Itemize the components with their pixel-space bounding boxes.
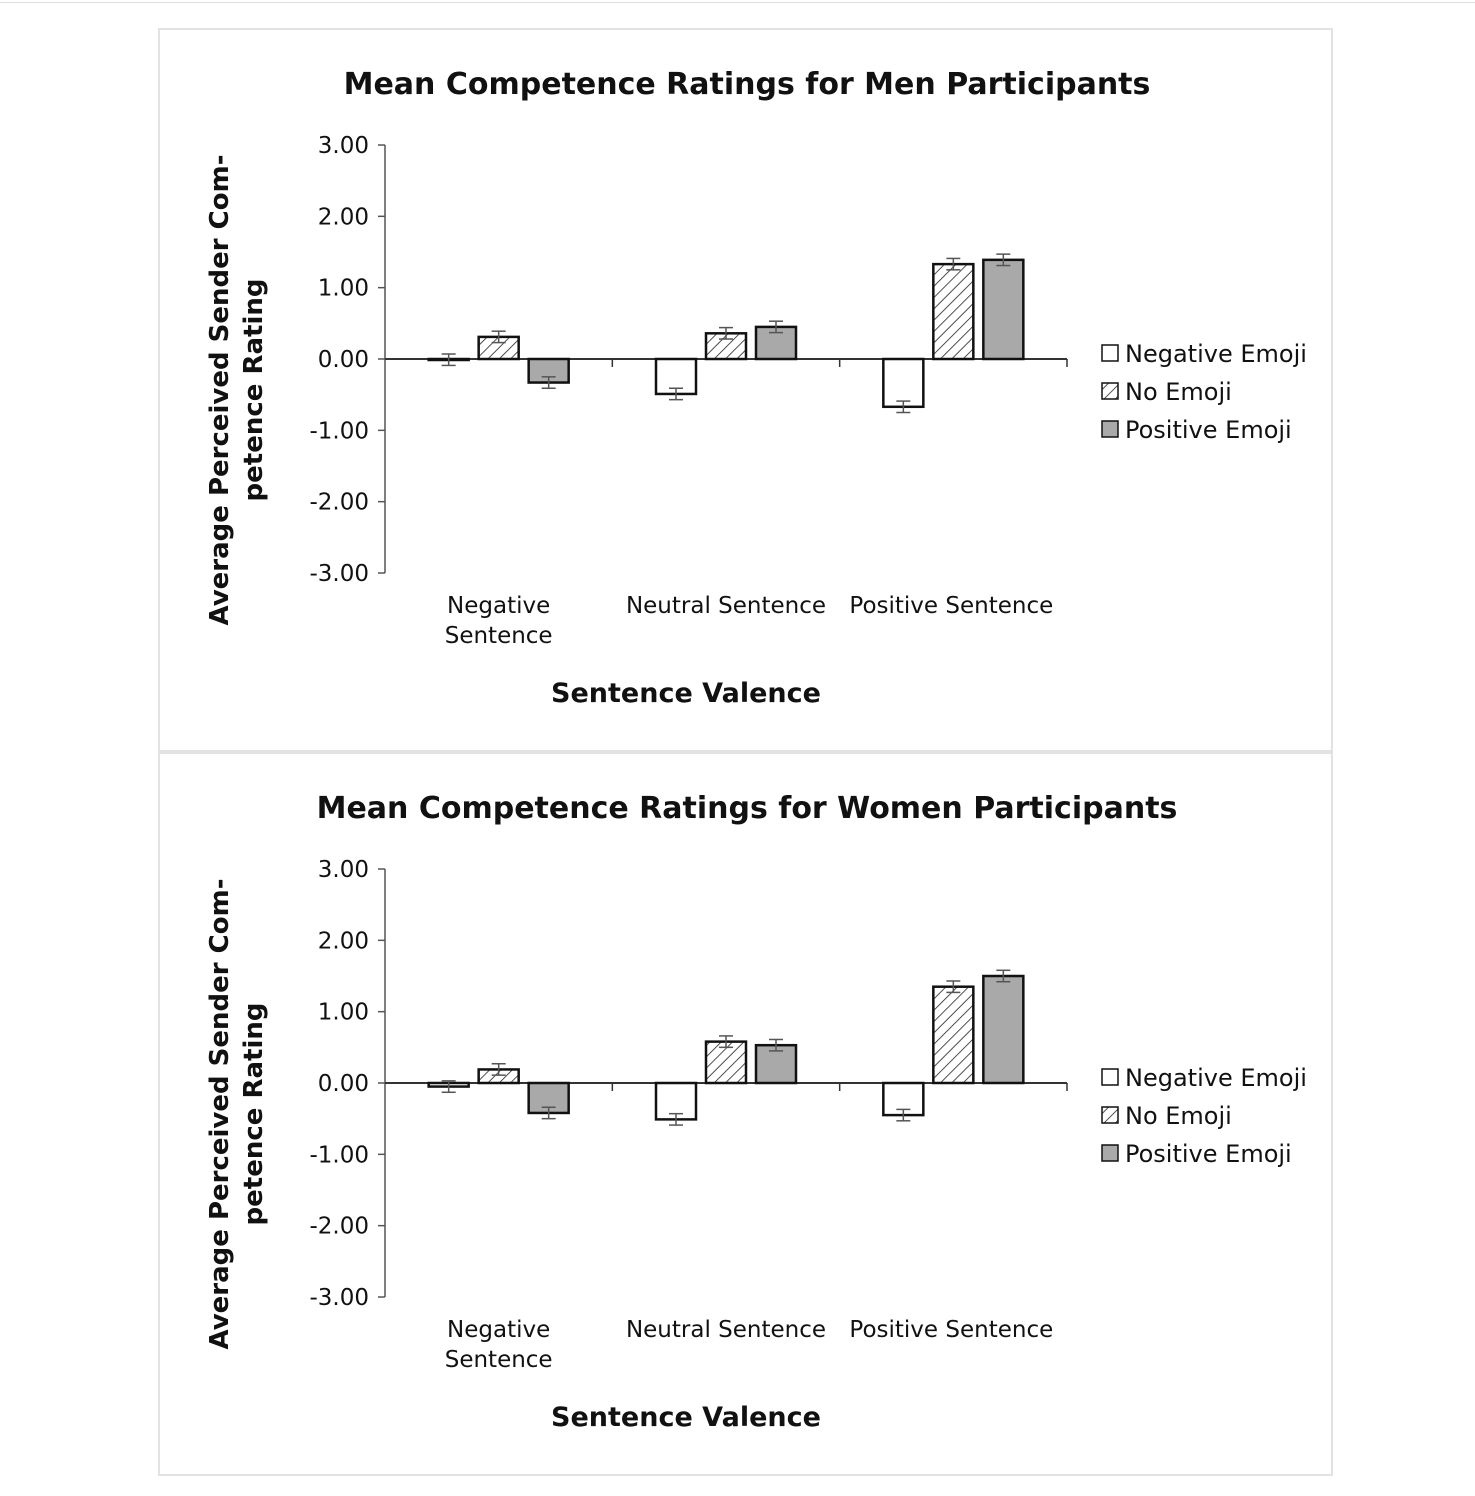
legend-swatch <box>1101 382 1119 400</box>
y-axis-title: Average Perceived Sender Com-petence Rat… <box>205 155 269 626</box>
y-axis-title-line: Average Perceived Sender Com- <box>205 155 235 626</box>
bar-negative-emoji <box>882 357 925 409</box>
y-tick-label: 0.00 <box>318 1071 369 1097</box>
x-category-label: Sentence <box>445 623 553 649</box>
women-chart-panel: Mean Competence Ratings for Women Partic… <box>158 752 1333 1476</box>
legend-label: Positive Emoji <box>1125 416 1292 444</box>
bar-no-emoji <box>932 262 975 361</box>
chart-title: Mean Competence Ratings for Men Particip… <box>344 67 1151 102</box>
y-tick-label: 2.00 <box>318 204 369 230</box>
x-category-label: Neutral Sentence <box>626 1317 826 1343</box>
chart-title: Mean Competence Ratings for Women Partic… <box>317 791 1178 826</box>
bar-positive-emoji <box>982 258 1025 361</box>
legend-swatch <box>1101 1144 1119 1162</box>
y-tick-label: 1.00 <box>318 1000 369 1026</box>
bar-no-emoji <box>704 332 748 361</box>
y-tick-label: -1.00 <box>309 1142 369 1168</box>
x-category-label: Positive Sentence <box>849 1317 1053 1343</box>
y-tick-label: 3.00 <box>318 857 369 883</box>
bar-chart: Mean Competence Ratings for Women Partic… <box>205 791 1307 1433</box>
y-tick-label: -2.00 <box>309 1214 369 1240</box>
bar-negative-emoji <box>882 1081 925 1117</box>
x-category-label: Sentence <box>445 1347 553 1373</box>
bar-positive-emoji <box>982 974 1025 1085</box>
top-divider <box>0 2 1475 3</box>
y-axis-title-line: petence Rating <box>239 1003 269 1226</box>
legend-swatch <box>1101 1106 1119 1124</box>
y-tick-label: 2.00 <box>318 928 369 954</box>
y-axis-title-line: petence Rating <box>239 279 269 502</box>
legend-label: No Emoji <box>1125 378 1232 406</box>
x-axis-title: Sentence Valence <box>551 678 821 709</box>
y-tick-label: -3.00 <box>309 561 369 587</box>
legend-label: Negative Emoji <box>1125 1064 1307 1092</box>
men-chart-panel: Mean Competence Ratings for Men Particip… <box>158 28 1333 752</box>
x-category-label: Negative <box>447 1317 550 1343</box>
bar-no-emoji <box>932 985 975 1085</box>
legend-label: Negative Emoji <box>1125 340 1307 368</box>
bar-no-emoji <box>704 1040 748 1085</box>
y-axis-title: Average Perceived Sender Com-petence Rat… <box>205 879 269 1350</box>
bar-negative-emoji <box>654 357 698 396</box>
x-category-label: Negative <box>447 593 550 619</box>
legend-swatch <box>1101 420 1119 438</box>
y-tick-label: 1.00 <box>318 276 369 302</box>
legend-swatch <box>1101 1068 1119 1086</box>
x-category-label: Neutral Sentence <box>626 593 826 619</box>
y-tick-label: 0.00 <box>318 347 369 373</box>
x-axis-title: Sentence Valence <box>551 1402 821 1433</box>
y-axis-title-line: Average Perceived Sender Com- <box>205 879 235 1350</box>
y-tick-label: -3.00 <box>309 1285 369 1311</box>
legend-label: No Emoji <box>1125 1102 1232 1130</box>
legend-label: Positive Emoji <box>1125 1140 1292 1168</box>
x-category-label: Positive Sentence <box>849 593 1053 619</box>
bar-chart: Mean Competence Ratings for Men Particip… <box>205 67 1307 709</box>
legend-swatch <box>1101 344 1119 362</box>
y-tick-label: -2.00 <box>309 490 369 516</box>
y-tick-label: 3.00 <box>318 133 369 159</box>
y-tick-label: -1.00 <box>309 418 369 444</box>
